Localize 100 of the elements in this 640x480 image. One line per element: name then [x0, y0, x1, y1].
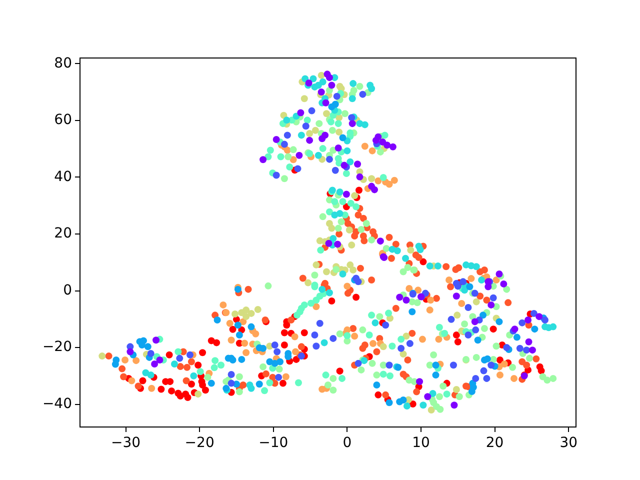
point [386, 399, 393, 406]
point [484, 355, 491, 362]
point [306, 136, 314, 144]
point [432, 372, 440, 379]
point [272, 172, 280, 179]
x-tick-label: 0 [342, 435, 352, 452]
point [356, 173, 364, 180]
point [471, 318, 478, 326]
point [260, 344, 267, 352]
point [490, 294, 497, 302]
point [452, 292, 460, 300]
point [256, 380, 263, 388]
point [354, 360, 362, 367]
point [152, 336, 160, 344]
point [260, 156, 267, 164]
point [272, 136, 280, 143]
x-tick-label: 10 [412, 435, 430, 452]
y-tick-label: 80 [54, 55, 72, 72]
point [371, 186, 378, 194]
point [208, 380, 215, 387]
y-tick-label: 20 [54, 226, 72, 242]
point [316, 320, 324, 327]
point [112, 360, 119, 368]
point [416, 378, 424, 386]
point [322, 99, 330, 106]
point [330, 334, 337, 342]
point [382, 322, 390, 329]
point [460, 278, 467, 286]
point [176, 354, 184, 362]
x-tick-label: −10 [258, 435, 288, 452]
point [496, 318, 503, 326]
point [248, 323, 255, 330]
point [513, 334, 520, 341]
point [484, 283, 492, 290]
point [234, 322, 242, 329]
point [470, 384, 477, 391]
point [464, 304, 472, 311]
point [342, 190, 350, 198]
point [312, 342, 320, 350]
point [144, 343, 152, 350]
point [500, 280, 508, 288]
point [483, 374, 490, 382]
point [488, 362, 495, 369]
point [354, 278, 362, 286]
point [334, 240, 342, 248]
point [333, 92, 340, 100]
point [373, 381, 380, 388]
point [464, 332, 472, 339]
point [275, 374, 282, 381]
point [531, 326, 538, 333]
point [374, 133, 382, 140]
x-tick-label: −30 [110, 435, 141, 452]
point [238, 356, 246, 363]
point [276, 358, 284, 366]
point [236, 332, 243, 339]
point [147, 350, 154, 357]
point [408, 308, 416, 316]
y-tick-label: −40 [42, 396, 72, 412]
point [284, 132, 291, 139]
point [359, 90, 366, 98]
point [452, 280, 460, 287]
point [432, 362, 440, 369]
point [214, 316, 221, 324]
point [308, 107, 316, 114]
point [472, 374, 480, 382]
point [271, 341, 278, 348]
point [326, 156, 333, 163]
point [398, 344, 405, 352]
point [325, 240, 332, 247]
point [156, 356, 164, 364]
point [228, 380, 235, 387]
point [348, 120, 356, 128]
point [488, 301, 495, 308]
point [326, 74, 333, 82]
point [536, 313, 543, 320]
point [328, 82, 336, 89]
x-tick-label: 20 [486, 435, 504, 452]
point [151, 360, 158, 368]
point [280, 140, 288, 148]
point [402, 296, 410, 304]
point [400, 396, 407, 404]
point [311, 332, 318, 339]
point [474, 336, 482, 344]
point [516, 344, 524, 352]
y-tick-label: 60 [54, 112, 72, 128]
point [228, 370, 235, 378]
point [384, 142, 391, 149]
point [334, 144, 342, 152]
point [186, 351, 194, 358]
point [318, 135, 326, 142]
point [450, 402, 458, 409]
point [328, 103, 336, 110]
point [294, 165, 302, 172]
x-tick-label: 30 [560, 435, 578, 452]
point [448, 316, 455, 323]
point [266, 358, 274, 366]
point [523, 346, 530, 354]
point [386, 362, 393, 369]
point [296, 152, 303, 159]
point [530, 310, 538, 317]
